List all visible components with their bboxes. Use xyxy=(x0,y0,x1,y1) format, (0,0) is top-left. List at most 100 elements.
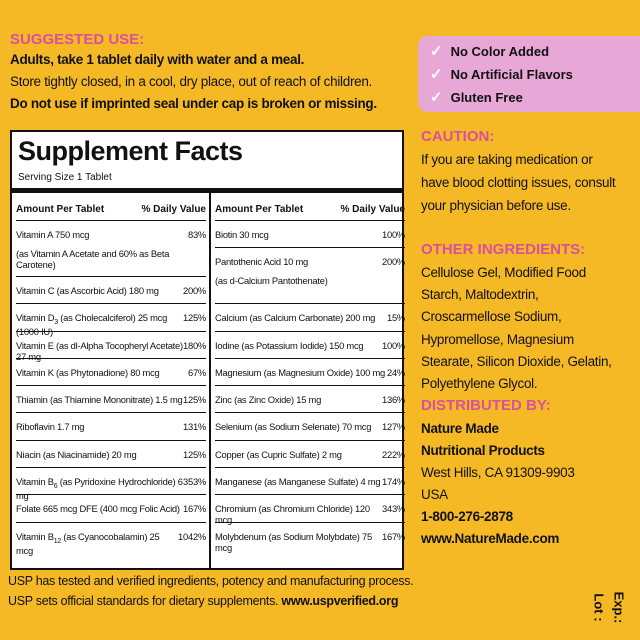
text-line: Nutritional Products xyxy=(421,443,545,458)
nutrient-line: Vitamin D3 (as Cholecalciferol) 25 mcg (… xyxy=(16,312,183,337)
badge-text: No Color Added xyxy=(450,44,550,59)
facts-column: Amount Per Tablet % Daily Value Vitamin A … xyxy=(16,204,206,556)
text-line: Hypromellose, Magnesium xyxy=(421,331,574,347)
nutrient-row: Chromium (as Chromium Chloride) 120 mcg 3… xyxy=(215,495,405,525)
text-line: Store tightly closed, in a cool, dry pla… xyxy=(10,74,373,89)
badge-box: ✓ No Color Added ✓ No Artificial Flavors ✓… xyxy=(418,36,640,112)
header-dv: % Daily Value xyxy=(340,204,405,215)
text-line: Cellulose Gel, Modified Food xyxy=(421,265,586,280)
nutrient-line: Chromium (as Chromium Chloride) 120 mcg xyxy=(215,503,382,525)
nutrient-row: Folate 665 mcg DFE (400 mcg Folic Acid) 1… xyxy=(16,495,206,523)
nutrient: Riboflavin 1.7 mg xyxy=(16,421,84,439)
nutrient-detail: (as Pyridoxine Hydrochloride) 6 mg xyxy=(16,476,183,501)
nutrient-detail: (as Cholecalciferol) 25 mcg (1000 IU) xyxy=(16,312,168,338)
nutrient-row: Vitamin C (as Ascorbic Acid) 180 mg 200% xyxy=(16,277,206,305)
nutrient-row: Vitamin A 750 mcg (as Vitamin A Acetate a… xyxy=(16,221,206,277)
daily-value: 24% xyxy=(386,366,405,378)
daily-value: 343% xyxy=(382,503,405,515)
nutrient-name: Copper (as Cupric Sulfate) 2 mg xyxy=(215,448,342,460)
lot: Lot : xyxy=(591,593,607,622)
nutrient-note: (as Vitamin A Acetate and 60% as Beta Ca… xyxy=(16,248,170,270)
nutrient-line: Vitamin B6 (as Pyridoxine Hydrochloride)… xyxy=(16,476,183,501)
nutrient-name: Molybdenum (as Sodium Molybdate) 75 mcg xyxy=(215,530,372,553)
nutrient-row: Molybdenum (as Sodium Molybdate) 75 mcg 1… xyxy=(215,523,405,553)
text-line: Starch, Maltodextrin, xyxy=(421,287,539,303)
nutrient: Zinc (as Zinc Oxide) 15 mg xyxy=(215,394,321,412)
daily-value: 67% xyxy=(187,366,206,378)
daily-value: 83% xyxy=(187,229,206,240)
nutrient: Iodine (as Potassium Iodide) 150 mcg xyxy=(215,339,364,358)
nutrient-row: Vitamin B6 (as Pyridoxine Hydrochloride)… xyxy=(16,468,206,501)
nutrient-name: Zinc (as Zinc Oxide) 15 mg xyxy=(215,394,322,406)
nutrient-name: Thiamin (as Thiamine Mononitrate) 1.5 mg xyxy=(16,394,183,406)
nutrient-line: Niacin (as Niacinamide) 20 mg xyxy=(16,448,137,460)
nutrient-line: Vitamin C (as Ascorbic Acid) 180 mg xyxy=(16,285,159,296)
subscript: 3 xyxy=(54,319,58,327)
header-dv: % Daily Value xyxy=(141,204,206,215)
daily-value: 1042% xyxy=(178,530,206,542)
daily-value: 167% xyxy=(382,530,405,542)
text-line: 1-800-276-2878 xyxy=(421,509,513,524)
daily-value: 136% xyxy=(382,394,405,406)
nutrient-row: Vitamin B12 (as Cyanocobalamin) 25 mcg 10… xyxy=(16,523,206,556)
nutrient-line: Calcium (as Calcium Carbonate) 200 mg xyxy=(215,312,375,323)
nutrient-name: Manganese (as Manganese Sulfate) 4 mg xyxy=(215,476,381,488)
header-amount: Amount Per Tablet xyxy=(16,204,105,215)
badge-text: Gluten Free xyxy=(450,90,523,105)
nutrient-name: Vitamin E (as dl-Alpha Tocopheryl Acetat… xyxy=(16,339,183,362)
nutrient-note: (as d-Calcium Pantothenate) xyxy=(215,275,328,287)
rule xyxy=(12,188,402,193)
nutrient-line: Vitamin E (as dl-Alpha Tocopheryl Acetat… xyxy=(16,340,183,362)
nutrient-line: Thiamin (as Thiamine Mononitrate) 1.5 mg xyxy=(16,394,183,406)
nutrient: Calcium (as Calcium Carbonate) 200 mg xyxy=(215,312,375,330)
text-line: West Hills, CA 91309-9903 xyxy=(421,465,575,480)
nutrient-row: Zinc (as Zinc Oxide) 15 mg 136% xyxy=(215,386,405,414)
supplement-facts: Supplement Facts Serving Size 1 Tablet A… xyxy=(10,130,405,570)
nutrient-name: Vitamin A 750 mcg xyxy=(16,229,90,240)
nutrient-line: Riboflavin 1.7 mg xyxy=(16,421,84,432)
nutrient-row: Magnesium (as Magnesium Oxide) 100 mg 24% xyxy=(215,359,405,387)
nutrient-row: Thiamin (as Thiamine Mononitrate) 1.5 mg… xyxy=(16,386,206,414)
nutrient-name: Vitamin K (as Phytonadione) 80 mcg xyxy=(16,366,160,378)
nutrient-line: Vitamin A 750 mcg xyxy=(16,229,188,240)
badge: ✓ No Color Added xyxy=(430,43,550,60)
text-line: your physician before use. xyxy=(421,198,571,213)
nutrient-name: Niacin (as Niacinamide) 20 mg xyxy=(16,448,137,460)
daily-value: 200% xyxy=(382,256,405,268)
footer-line: USP has tested and verified ingredients,… xyxy=(8,574,414,588)
section-heading: DISTRIBUTED BY: xyxy=(421,397,551,414)
nutrient-row: Vitamin D3 (as Cholecalciferol) 25 mcg (… xyxy=(16,304,206,337)
nutrient-name: Vitamin D xyxy=(16,312,55,324)
nutrient-row: Vitamin E (as dl-Alpha Tocopheryl Acetat… xyxy=(16,332,206,362)
badge-text: No Artificial Flavors xyxy=(450,67,573,82)
nutrient-row: Biotin 30 mcg 100% xyxy=(215,221,405,249)
nutrient-line: Molybdenum (as Sodium Molybdate) 75 mcg xyxy=(215,531,382,553)
text-line: have blood clotting issues, consult xyxy=(421,175,616,190)
nutrient-row: Calcium (as Calcium Carbonate) 200 mg 15% xyxy=(215,304,405,332)
text-line: Stearate, Silicon Dioxide, Gelatin, xyxy=(421,353,612,369)
daily-value: 200% xyxy=(183,285,206,296)
nutrient: Vitamin B12 (as Cyanocobalamin) 25 mcg xyxy=(16,531,178,556)
badge: ✓ No Artificial Flavors xyxy=(430,66,573,83)
text-line: Do not use if imprinted seal under cap i… xyxy=(10,96,377,111)
text-line: Nature Made xyxy=(421,421,499,436)
nutrient-line: Magnesium (as Magnesium Oxide) 100 mg xyxy=(215,367,385,378)
nutrient: Vitamin D3 (as Cholecalciferol) 25 mcg (… xyxy=(16,312,183,337)
nutrient: Vitamin K (as Phytonadione) 80 mcg xyxy=(16,367,160,385)
nutrient-name: Iodine (as Potassium Iodide) 150 mcg xyxy=(215,339,364,351)
section-heading: OTHER INGREDIENTS: xyxy=(421,241,586,258)
footer-url: www.uspverified.org xyxy=(281,594,399,608)
daily-value: 222% xyxy=(382,448,405,460)
badge: ✓ Gluten Free xyxy=(430,89,523,106)
subscript: 6 xyxy=(53,482,58,490)
footer-line: USP sets official standards for dietary … xyxy=(8,594,398,608)
nutrient-line: Folate 665 mcg DFE (400 mcg Folic Acid) xyxy=(16,503,180,514)
nutrient-name: Calcium (as Calcium Carbonate) 200 mg xyxy=(215,312,376,324)
daily-value: 125% xyxy=(183,312,206,324)
daily-value: 15% xyxy=(386,312,405,324)
nutrient-row: Vitamin K (as Phytonadione) 80 mcg 67% xyxy=(16,359,206,387)
daily-value: 100% xyxy=(382,339,405,351)
text-line: www.NatureMade.com xyxy=(421,531,560,546)
daily-value: 131% xyxy=(183,421,206,433)
serving-size: Serving Size 1 Tablet xyxy=(18,172,112,183)
